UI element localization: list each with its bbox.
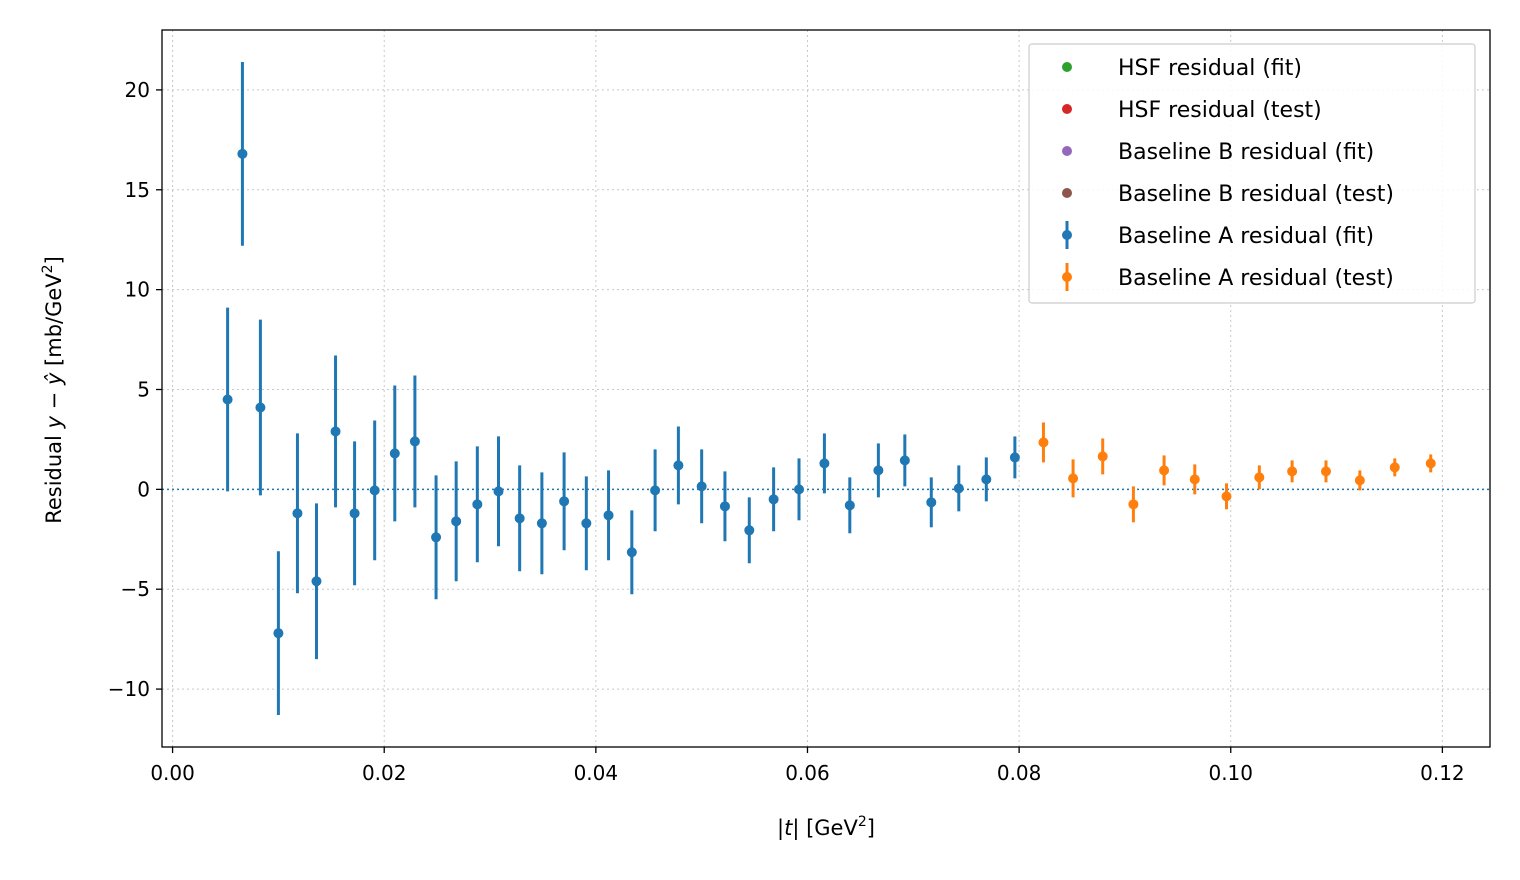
data-point (926, 497, 937, 508)
data-point (794, 484, 805, 495)
data-point (1254, 472, 1265, 483)
legend-label: Baseline A residual (fit) (1118, 224, 1374, 249)
data-point (559, 496, 570, 507)
legend-label: Baseline B residual (test) (1118, 182, 1394, 207)
legend-marker (1062, 104, 1072, 114)
x-axis-label: |t| [GeV2] (777, 814, 875, 841)
series-baseline-a-test (1038, 422, 1436, 523)
y-tick-label: −5 (121, 577, 150, 601)
data-point (409, 436, 420, 447)
data-point (1097, 451, 1108, 462)
legend-marker (1062, 230, 1072, 240)
data-point (431, 532, 442, 543)
data-point (1068, 473, 1079, 484)
data-point (873, 465, 884, 476)
data-point (330, 426, 341, 437)
data-point (981, 474, 992, 485)
data-point (1354, 475, 1365, 486)
series-baseline-a-fit (222, 61, 1020, 716)
data-point (451, 516, 462, 527)
data-point (472, 499, 483, 510)
data-point (953, 483, 964, 494)
legend: HSF residual (fit) HSF residual (test) Bas… (1028, 43, 1476, 304)
data-point (493, 486, 504, 497)
data-point (514, 513, 525, 524)
legend-marker (1062, 62, 1072, 72)
y-tick-label: 20 (125, 78, 150, 102)
data-point (255, 402, 266, 413)
y-axis-label: Residual y − ŷ [mb/GeV2] (40, 256, 66, 524)
data-point (626, 547, 637, 558)
data-point (1159, 465, 1170, 476)
data-point (1320, 466, 1331, 477)
data-point (673, 460, 684, 471)
x-tick-label: 0.10 (1208, 761, 1253, 785)
y-tick-label: 10 (125, 278, 150, 302)
x-tick-label: 0.12 (1420, 761, 1465, 785)
data-point (273, 628, 284, 639)
data-point (603, 510, 614, 521)
data-point (1009, 452, 1020, 463)
data-point (819, 458, 830, 469)
data-point (389, 448, 400, 459)
data-point (1189, 474, 1200, 485)
legend-marker (1062, 188, 1072, 198)
data-point (237, 148, 248, 159)
x-tick-label: 0.02 (362, 761, 407, 785)
data-point (369, 485, 380, 496)
legend-label: Baseline B residual (fit) (1118, 140, 1374, 165)
data-point (696, 481, 707, 492)
data-point (1425, 458, 1436, 469)
data-point (349, 508, 360, 519)
data-series (222, 61, 1436, 716)
data-point (581, 518, 592, 529)
legend-label: HSF residual (fit) (1118, 56, 1302, 81)
data-point (1287, 466, 1298, 477)
y-tick-label: 0 (137, 477, 150, 501)
data-point (292, 508, 303, 519)
data-point (844, 500, 855, 511)
x-tick-label: 0.06 (785, 761, 830, 785)
data-point (744, 525, 755, 536)
data-point (311, 576, 322, 587)
x-tick-label: 0.00 (150, 761, 195, 785)
data-point (719, 501, 730, 512)
y-tick-label: 5 (137, 377, 150, 401)
y-tick-label: 15 (125, 178, 150, 202)
legend-label: HSF residual (test) (1118, 98, 1322, 123)
data-point (1128, 499, 1139, 510)
x-tick-label: 0.04 (574, 761, 619, 785)
legend-box (1028, 43, 1476, 304)
legend-marker (1062, 272, 1072, 282)
data-point (899, 455, 910, 466)
data-point (1389, 462, 1400, 473)
y-tick-label: −10 (108, 677, 150, 701)
axis-ticks: 0.00 0.02 0.04 0.06 0.08 0.10 0.12 −10 −5 0 5 10 15 2… (108, 78, 1465, 785)
data-point (650, 485, 661, 496)
data-point (768, 494, 779, 505)
legend-marker (1062, 146, 1072, 156)
data-point (1038, 437, 1049, 448)
data-point (536, 518, 547, 529)
data-point (222, 394, 233, 405)
data-point (1221, 491, 1232, 502)
x-tick-label: 0.08 (997, 761, 1042, 785)
legend-label: Baseline A residual (test) (1118, 266, 1394, 291)
plot-frame (161, 29, 1491, 748)
